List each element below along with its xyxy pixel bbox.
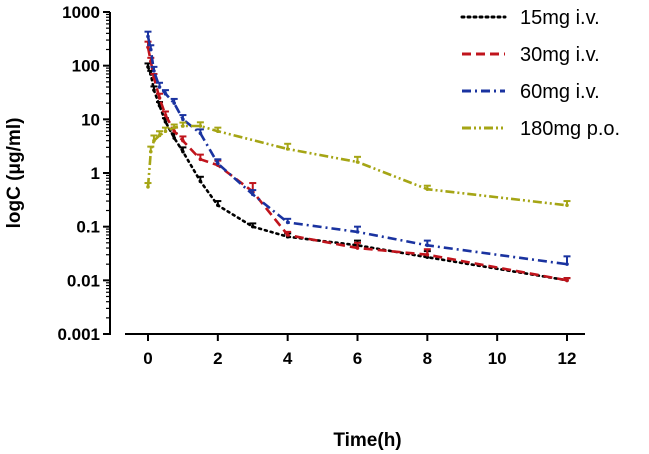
data-point — [146, 45, 150, 50]
x-tick-label: 10 — [488, 349, 507, 368]
data-point — [146, 185, 150, 189]
data-point — [565, 278, 569, 283]
data-point — [565, 203, 569, 208]
data-point — [216, 129, 220, 134]
data-point — [146, 34, 150, 39]
legend-label: 30mg i.v. — [520, 44, 600, 66]
legend-label: 15mg i.v. — [520, 7, 600, 29]
axes — [109, 12, 585, 335]
data-point — [198, 131, 203, 136]
data-point — [425, 187, 430, 191]
data-point — [565, 262, 569, 266]
series-line — [146, 65, 569, 282]
y-tick-label: 0.01 — [67, 271, 100, 290]
y-axis-title: logC (μg/ml) — [4, 118, 25, 229]
y-tick-label: 10 — [81, 110, 100, 129]
data-point — [181, 117, 185, 122]
series-layer — [144, 30, 571, 283]
y-tick-label: 1 — [91, 164, 100, 183]
data-point — [172, 125, 176, 130]
data-point — [355, 160, 360, 164]
data-point — [152, 138, 156, 143]
data-point — [181, 124, 185, 128]
ticks: 0.001 0.01 0.1 1 10 100 1000 0 2 4 6 8 10 12 — [57, 3, 576, 368]
x-axis-title: Time(h) — [333, 430, 401, 451]
series-line — [146, 124, 568, 207]
data-point — [157, 96, 162, 100]
x-tick-label: 4 — [283, 349, 293, 368]
data-point — [172, 101, 176, 105]
data-point — [250, 224, 255, 229]
data-point — [163, 119, 168, 124]
data-point — [157, 85, 162, 89]
legend-label: 60mg i.v. — [520, 81, 600, 103]
data-point — [198, 157, 203, 162]
data-point — [152, 88, 156, 92]
data-point — [172, 129, 176, 134]
data-point — [157, 103, 162, 108]
data-point — [146, 65, 150, 69]
series-line — [146, 47, 568, 282]
data-point — [285, 147, 290, 151]
data-point — [355, 246, 360, 250]
legend-label: 180mg p.o. — [520, 118, 620, 140]
data-point — [285, 220, 290, 225]
series-3 — [144, 121, 571, 208]
data-point — [172, 136, 176, 140]
y-tick-label: 100 — [72, 57, 100, 76]
data-point — [285, 233, 290, 237]
y-tick-label: 0.1 — [76, 218, 100, 237]
data-point — [152, 69, 156, 73]
data-point — [425, 252, 430, 257]
x-tick-label: 12 — [558, 349, 577, 368]
y-tick-label: 0.001 — [57, 325, 100, 344]
data-point — [250, 192, 255, 197]
data-point — [157, 133, 162, 138]
series-2 — [144, 30, 571, 266]
x-tick-label: 6 — [353, 349, 362, 368]
data-point — [181, 138, 185, 143]
legend: 15mg i.v. 30mg i.v. 60mg i.v. 180mg p.o. — [460, 7, 620, 140]
data-point — [216, 161, 220, 166]
data-point — [163, 113, 168, 117]
data-point — [148, 47, 153, 52]
data-point — [181, 149, 185, 154]
x-tick-label: 8 — [423, 349, 432, 368]
data-point — [198, 124, 203, 128]
data-point — [216, 203, 220, 208]
x-tick-label: 2 — [213, 349, 222, 368]
data-point — [425, 243, 430, 248]
y-tick-label: 1000 — [62, 3, 100, 22]
data-point — [148, 149, 153, 154]
data-point — [355, 230, 360, 234]
data-point — [163, 129, 168, 134]
data-point — [163, 91, 168, 96]
x-tick-label: 0 — [143, 349, 152, 368]
data-point — [198, 179, 203, 184]
